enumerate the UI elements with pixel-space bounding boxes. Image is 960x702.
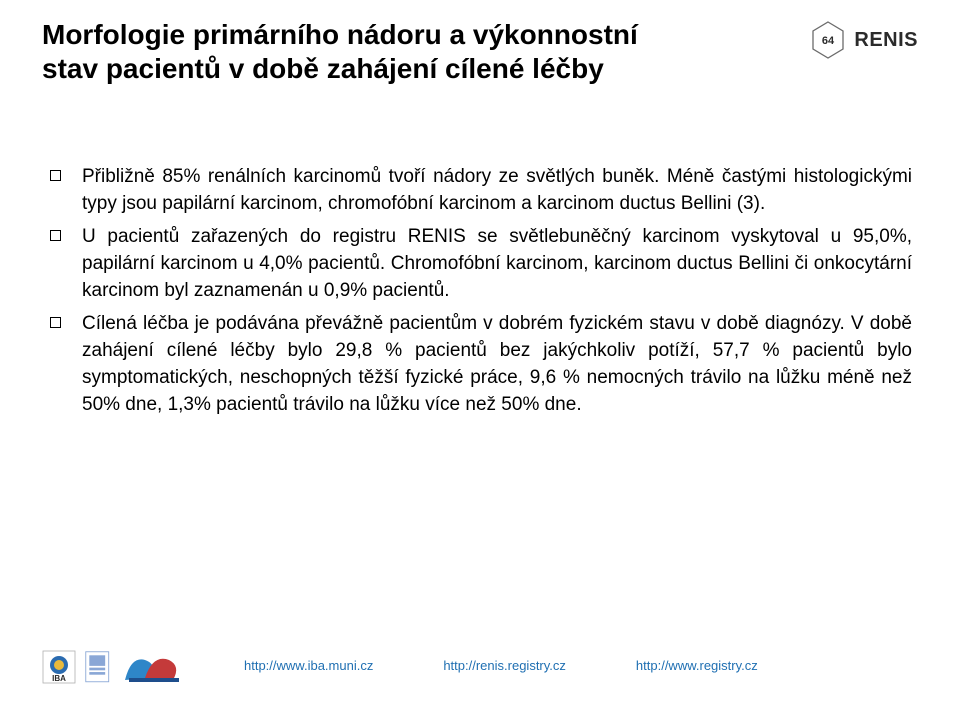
logo-text: RENIS — [854, 29, 918, 52]
logo-hex-icon: 64 — [810, 20, 846, 60]
mu-logo-icon — [84, 646, 114, 684]
footer-link[interactable]: http://www.iba.muni.cz — [244, 658, 373, 673]
bullet-list: Přibližně 85% renálních karcinomů tvoří … — [42, 164, 918, 419]
svg-text:IBA: IBA — [52, 674, 66, 683]
cos-logo-icon — [122, 650, 184, 684]
page-title: Morfologie primárního nádoru a výkonnost… — [42, 18, 638, 86]
footer-logos: IBA — [42, 646, 184, 684]
logo-number: 64 — [822, 35, 835, 47]
bullet-icon — [48, 164, 82, 181]
list-item: Přibližně 85% renálních karcinomů tvoří … — [48, 164, 912, 218]
footer-links: http://www.iba.muni.cz http://renis.regi… — [244, 658, 758, 673]
title-line-2: stav pacientů v době zahájení cílené léč… — [42, 53, 604, 84]
footer-link[interactable]: http://www.registry.cz — [636, 658, 758, 673]
logo-block: 64 RENIS — [810, 18, 918, 60]
header: Morfologie primárního nádoru a výkonnost… — [42, 18, 918, 86]
list-item: Cílená léčba je podávána převážně pacien… — [48, 311, 912, 419]
iba-logo-icon: IBA — [42, 650, 76, 684]
bullet-text: Přibližně 85% renálních karcinomů tvoří … — [82, 164, 912, 218]
footer: IBA http://www.iba.muni.cz http://renis.… — [0, 642, 960, 688]
bullet-text: U pacientů zařazených do registru RENIS … — [82, 224, 912, 305]
slide-root: Morfologie primárního nádoru a výkonnost… — [0, 0, 960, 702]
list-item: U pacientů zařazených do registru RENIS … — [48, 224, 912, 305]
bullet-icon — [48, 224, 82, 241]
title-line-1: Morfologie primárního nádoru a výkonnost… — [42, 19, 638, 50]
bullet-icon — [48, 311, 82, 328]
bullet-text: Cílená léčba je podávána převážně pacien… — [82, 311, 912, 419]
footer-link[interactable]: http://renis.registry.cz — [443, 658, 566, 673]
